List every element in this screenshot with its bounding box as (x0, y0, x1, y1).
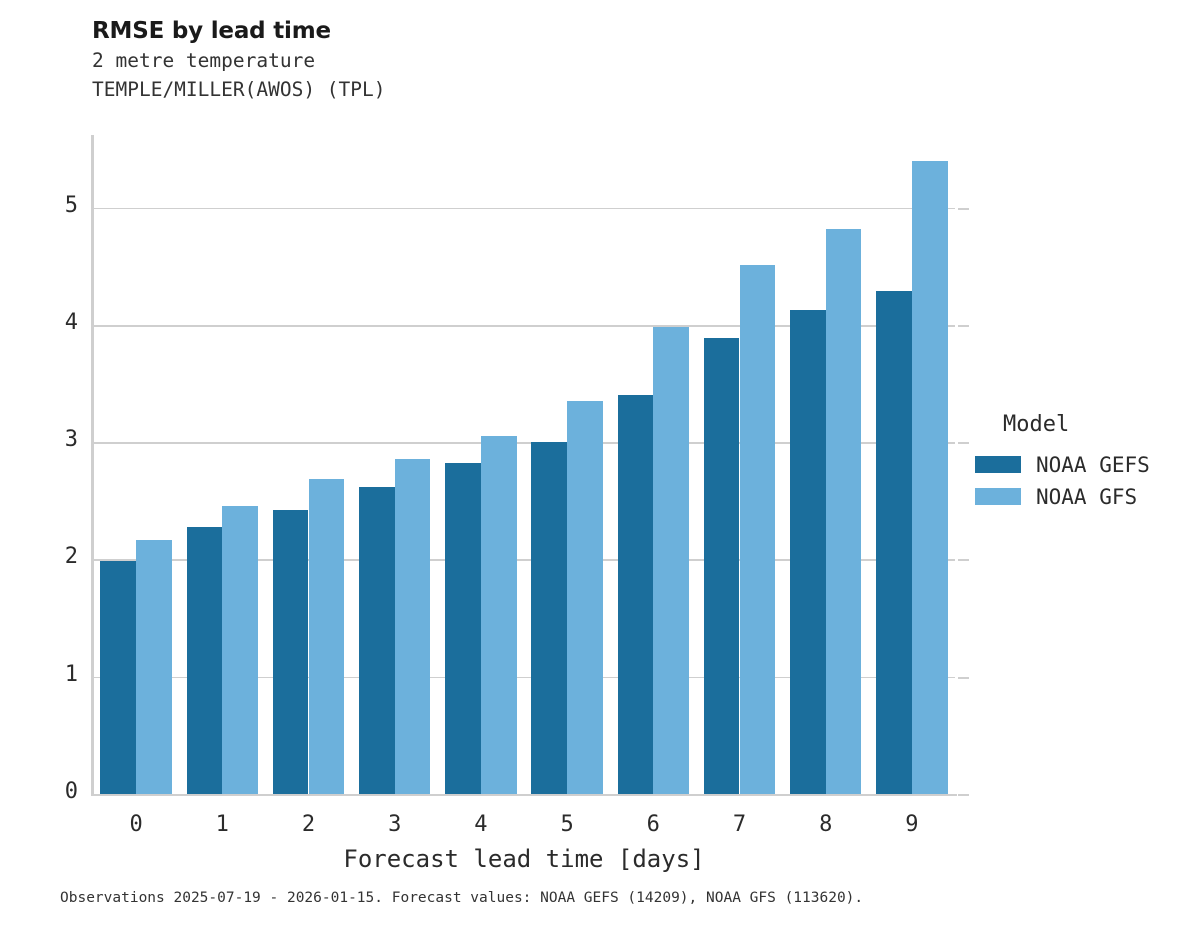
y-axis-tick (958, 324, 969, 327)
y-axis-label: RMSE [C] (0, 300, 1, 406)
legend: Model NOAA GEFS NOAA GFS (975, 412, 1190, 514)
x-axis-tick-label: 3 (388, 812, 402, 837)
bar-noaa-gefs-day-3[interactable] (358, 486, 395, 794)
bar-noaa-gfs-day-9[interactable] (911, 160, 948, 794)
y-axis-tick-label: 4 (64, 309, 78, 335)
footnote: Observations 2025-07-19 - 2026-01-15. Fo… (60, 890, 864, 906)
bar-noaa-gefs-day-0[interactable] (100, 560, 137, 794)
gridline (93, 676, 955, 679)
bar-noaa-gefs-day-8[interactable] (789, 309, 826, 794)
chart-header: RMSE by lead time 2 metre temperature TE… (92, 16, 992, 104)
x-axis-tick-label: 6 (646, 812, 660, 837)
bar-noaa-gefs-day-5[interactable] (531, 442, 568, 794)
y-axis-line (91, 135, 94, 796)
y-axis-tick (958, 207, 969, 210)
bar-noaa-gfs-day-4[interactable] (480, 436, 517, 794)
x-axis-tick-label: 2 (301, 812, 316, 837)
x-axis-tick-label: 9 (905, 812, 919, 837)
bar-noaa-gefs-day-2[interactable] (272, 510, 309, 794)
legend-title: Model (1003, 412, 1070, 437)
bar-noaa-gfs-day-2[interactable] (308, 478, 345, 794)
x-axis-tick-label: 7 (732, 812, 747, 837)
x-axis-tick-label: 4 (474, 812, 488, 837)
x-axis-line (91, 793, 957, 796)
gridline (93, 442, 955, 444)
legend-item-noaa-gefs[interactable]: NOAA GEFS (975, 450, 1190, 479)
x-axis-tick-label: 0 (129, 812, 143, 837)
legend-item-label: NOAA GEFS (1036, 452, 1150, 477)
bar-noaa-gfs-day-0[interactable] (136, 539, 172, 794)
x-axis-tick-label: 5 (560, 812, 574, 837)
bar-noaa-gefs-day-6[interactable] (617, 395, 654, 794)
y-axis-tick-label: 2 (64, 544, 78, 570)
bar-group-container (93, 135, 955, 794)
gridline (93, 324, 955, 327)
bar-noaa-gefs-day-9[interactable] (876, 290, 912, 794)
legend-item-noaa-gfs[interactable]: NOAA GFS (975, 482, 1190, 511)
chart-station-label: TEMPLE/MILLER(AWOS) (TPL) (92, 78, 386, 101)
chart-subtitle: 2 metre temperature (92, 49, 316, 72)
x-axis-tick-label: 1 (215, 812, 229, 837)
legend-swatch-icon (975, 456, 1021, 473)
y-axis-tick (958, 442, 969, 445)
y-axis-tick-label: 0 (64, 779, 78, 804)
bar-noaa-gfs-day-1[interactable] (222, 505, 259, 794)
legend-swatch-icon (975, 488, 1021, 505)
bar-noaa-gfs-day-7[interactable] (739, 265, 776, 794)
gridline (93, 207, 955, 210)
plot-area (93, 135, 955, 795)
y-axis-tick-label: 5 (64, 192, 78, 218)
bar-noaa-gfs-day-5[interactable] (567, 401, 603, 794)
page-title: RMSE by lead time (92, 18, 331, 44)
legend-item-label: NOAA GFS (1036, 484, 1138, 509)
y-axis-tick (958, 794, 969, 796)
bar-noaa-gefs-day-7[interactable] (703, 337, 740, 794)
y-axis-tick-label: 3 (64, 427, 78, 453)
bar-noaa-gefs-day-1[interactable] (186, 526, 223, 794)
bar-noaa-gfs-day-6[interactable] (653, 327, 690, 794)
bar-noaa-gfs-day-3[interactable] (394, 458, 431, 794)
bar-noaa-gfs-day-8[interactable] (825, 228, 862, 794)
y-axis-tick-label: 1 (64, 661, 78, 687)
y-axis-tick (958, 676, 969, 679)
bar-noaa-gefs-day-4[interactable] (445, 463, 481, 794)
x-axis-tick-label: 8 (819, 812, 833, 837)
y-axis-tick (958, 559, 969, 562)
x-axis-label: Forecast lead time [days] (343, 845, 705, 873)
gridline (93, 559, 955, 562)
